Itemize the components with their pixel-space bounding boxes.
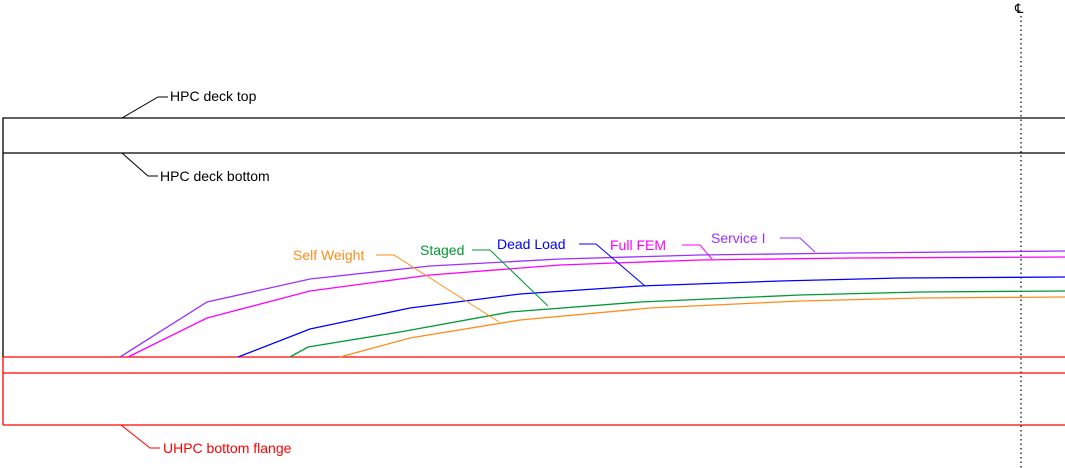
full-fem-label: Full FEM bbox=[610, 237, 666, 253]
dead-load-label: Dead Load bbox=[497, 236, 566, 252]
hpc-deck: HPC deck top HPC deck bottom bbox=[2, 88, 1065, 357]
dead-load-leader bbox=[579, 243, 646, 287]
curve-self-weight: Self Weight bbox=[293, 247, 1065, 358]
service-i-label: Service I bbox=[711, 230, 765, 246]
staged-leader bbox=[472, 249, 549, 307]
self-weight-label: Self Weight bbox=[293, 247, 364, 263]
service-i-leader bbox=[780, 237, 816, 253]
flange-leader bbox=[120, 424, 160, 449]
uhpc-bottom-flange: UHPC bottom flange bbox=[2, 356, 1065, 456]
curve-dead-load: Dead Load bbox=[237, 236, 1065, 358]
curve-staged: Staged bbox=[289, 242, 1065, 358]
dead-load-curve bbox=[237, 276, 1065, 358]
flange-label: UHPC bottom flange bbox=[163, 440, 292, 456]
self-weight-leader bbox=[376, 254, 500, 323]
curve-service-i: Service I bbox=[119, 230, 1065, 358]
deck-top-label: HPC deck top bbox=[170, 88, 257, 104]
deck-top-leader bbox=[121, 96, 168, 119]
self-weight-curve bbox=[339, 296, 1065, 358]
staged-label: Staged bbox=[420, 242, 464, 258]
full-fem-curve bbox=[127, 256, 1065, 358]
deck-bottom-label: HPC deck bottom bbox=[160, 168, 270, 184]
service-i-curve bbox=[119, 250, 1065, 358]
curve-full-fem: Full FEM bbox=[127, 237, 1065, 358]
full-fem-leader bbox=[682, 244, 713, 260]
centerline-symbol: ℄ bbox=[1014, 1, 1024, 16]
deck-outline bbox=[2, 117, 1065, 357]
staged-curve bbox=[289, 290, 1065, 358]
deck-bottom-leader bbox=[121, 152, 158, 177]
